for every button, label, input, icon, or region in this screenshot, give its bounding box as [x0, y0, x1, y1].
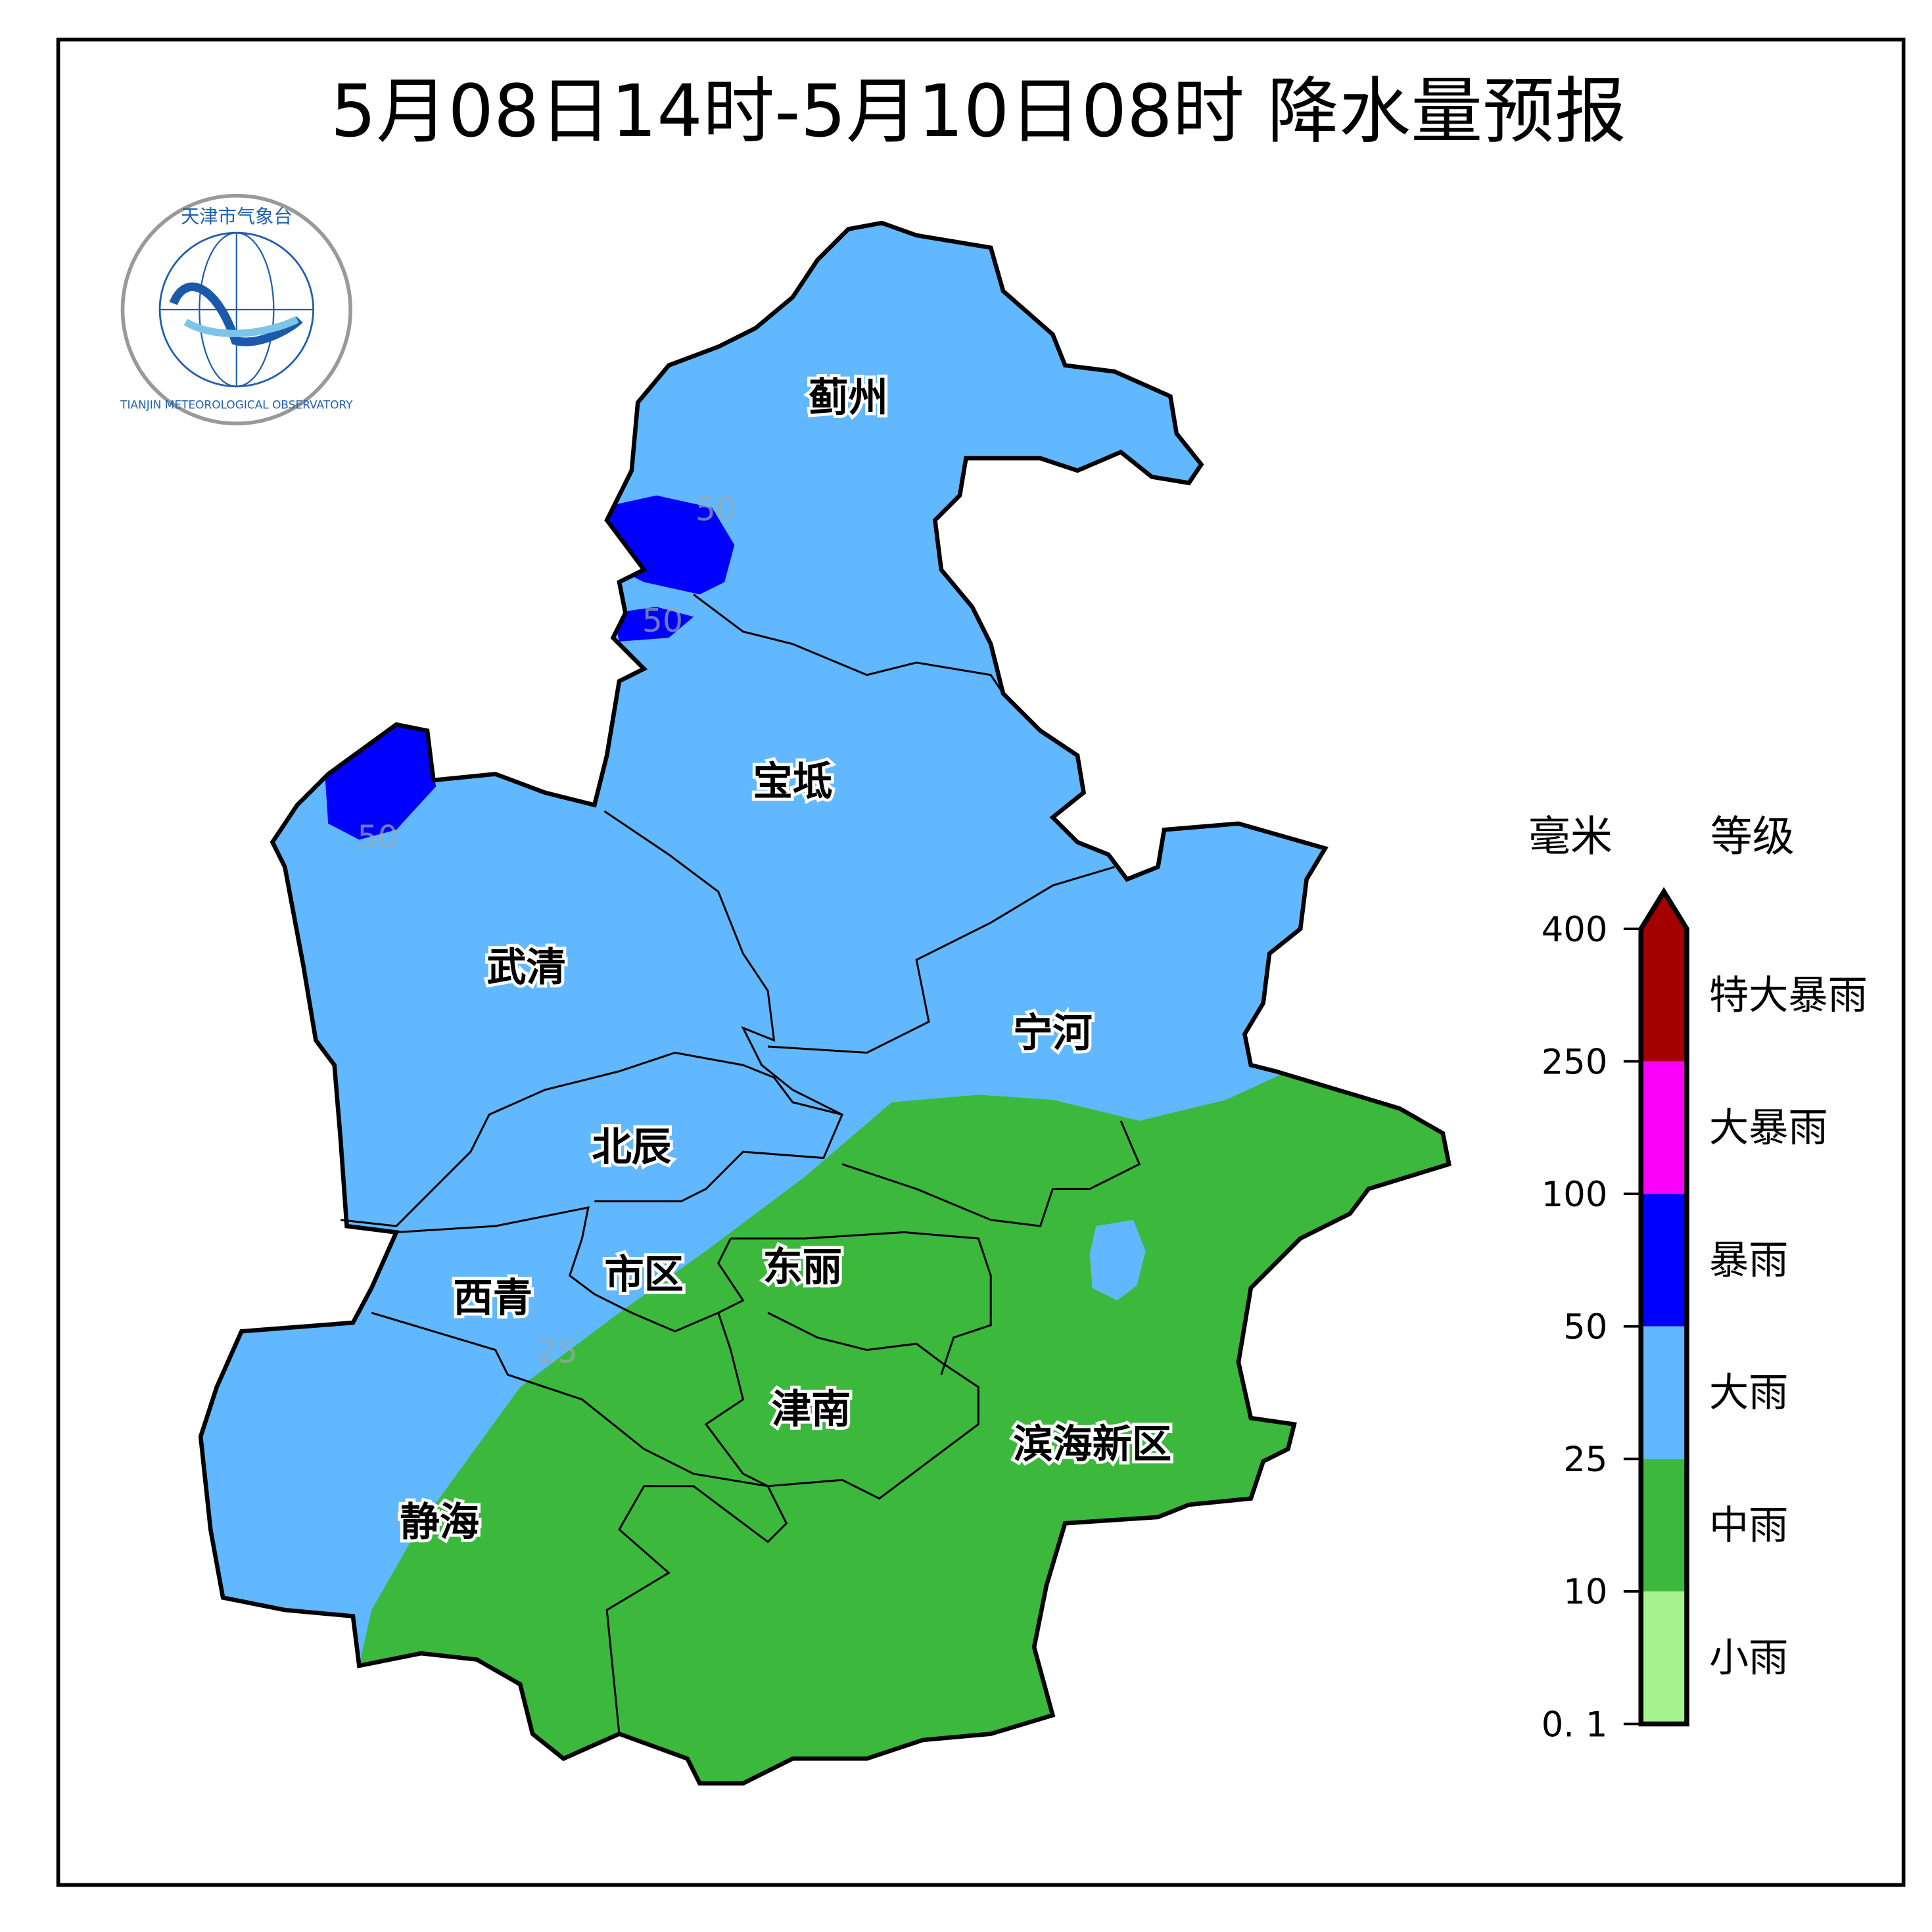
- district-label: 宁河: [1013, 1010, 1093, 1056]
- district-label: 西青: [454, 1275, 533, 1321]
- district-label: 津南: [772, 1387, 851, 1433]
- observatory-logo: 天津市气象台 TIANJIN METEOROLOGICAL OBSERVATOR…: [120, 193, 353, 426]
- district-label: 东丽: [763, 1244, 843, 1290]
- legend-tick-label: 250: [1542, 1042, 1608, 1082]
- legend-tick-label: 10: [1563, 1572, 1607, 1613]
- district-label: 北辰: [592, 1124, 672, 1170]
- contour-label: 50: [357, 819, 398, 857]
- lake-area: [1089, 1219, 1146, 1301]
- contour-label: 50: [695, 490, 736, 528]
- district-label: 宝坻: [753, 759, 832, 805]
- district-label: 滨海新区: [1013, 1421, 1171, 1467]
- legend-tick-label: 100: [1542, 1175, 1608, 1215]
- legend-tick-label: 25: [1563, 1440, 1607, 1480]
- map-title: 5月08日14时-5月10日08时 降水量预报: [331, 70, 1626, 153]
- legend-tick-label: 0. 1: [1542, 1705, 1608, 1745]
- svg-text:天津市气象台: 天津市气象台: [181, 206, 293, 227]
- legend-level-header: 等级: [1710, 813, 1795, 861]
- contour-label: 50: [642, 602, 683, 640]
- legend-swatch: [1641, 1326, 1687, 1459]
- legend-tick-label: 50: [1563, 1308, 1607, 1348]
- legend-tick-label: 400: [1542, 910, 1608, 950]
- legend-level-label: 大暴雨: [1709, 1105, 1828, 1151]
- legend-level-label: 特大暴雨: [1709, 972, 1868, 1018]
- legend-swatch: [1641, 1194, 1687, 1327]
- legend-level-label: 暴雨: [1709, 1238, 1789, 1284]
- district-label: 武清: [486, 945, 566, 991]
- legend-level-label: 大雨: [1709, 1370, 1789, 1416]
- legend-swatch: [1641, 1591, 1687, 1724]
- legend-level-label: 小雨: [1709, 1635, 1789, 1681]
- legend-swatch: [1641, 1459, 1687, 1591]
- legend-unit-header: 毫米: [1528, 813, 1613, 861]
- rainstorm-area: [613, 607, 694, 642]
- legend-swatch: [1641, 1061, 1687, 1194]
- svg-text:TIANJIN METEOROLOGICAL OBSERVA: TIANJIN METEOROLOGICAL OBSERVATORY: [120, 398, 353, 412]
- district-label: 静海: [400, 1499, 480, 1545]
- contour-label: 25: [537, 1332, 578, 1370]
- legend-level-label: 中雨: [1709, 1503, 1789, 1549]
- district-boundaries: [340, 594, 1141, 1734]
- legend-swatch: [1641, 891, 1687, 1062]
- district-label: 蓟州: [809, 375, 888, 421]
- district-label: 市区: [604, 1252, 684, 1298]
